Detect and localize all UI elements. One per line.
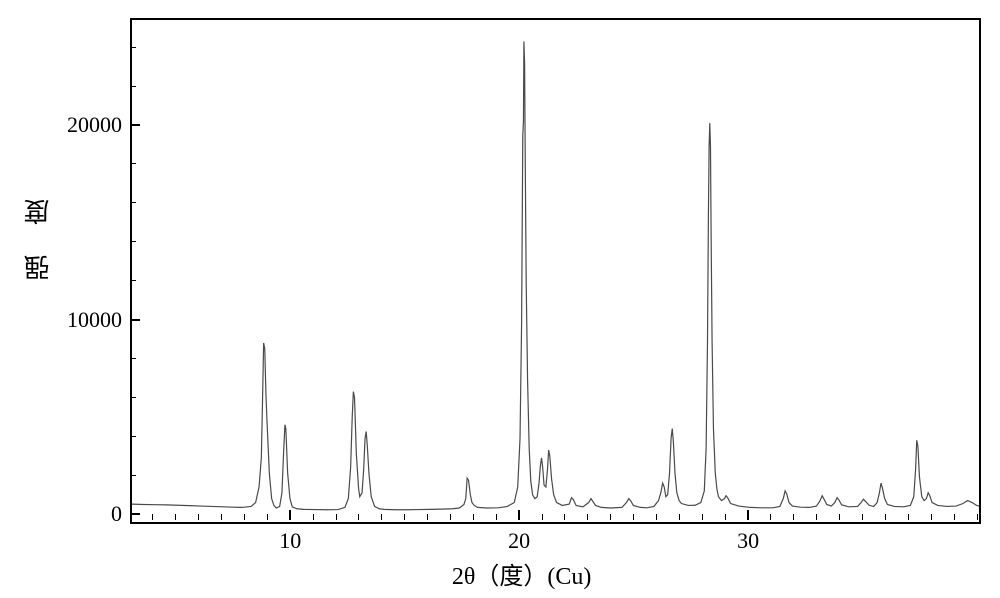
axis-tick	[130, 319, 140, 321]
axis-tick	[381, 514, 382, 520]
axis-tick	[313, 514, 314, 520]
axis-tick	[198, 514, 199, 520]
axis-tick	[244, 514, 245, 520]
spectrum-path	[132, 41, 979, 509]
tick-label: 0	[111, 501, 122, 527]
axis-tick	[130, 163, 136, 164]
axis-tick	[130, 358, 136, 359]
axis-tick	[587, 514, 588, 520]
axis-tick	[518, 510, 520, 520]
axis-tick	[130, 475, 136, 476]
axis-tick	[473, 514, 474, 520]
y-axis-label: 强度	[20, 169, 57, 281]
axis-tick	[542, 514, 543, 520]
axis-tick	[793, 514, 794, 520]
axis-tick	[450, 514, 451, 520]
axis-tick	[358, 514, 359, 520]
xrd-chart: 强度 2θ（度）(Cu) 10 20 30 0 10000 20000	[0, 0, 1000, 598]
axis-tick	[747, 510, 749, 520]
axis-tick	[610, 514, 611, 520]
axis-tick	[130, 202, 136, 203]
axis-tick	[839, 514, 840, 520]
axis-tick	[336, 514, 337, 520]
axis-tick	[931, 514, 932, 520]
axis-tick	[816, 514, 817, 520]
axis-tick	[564, 514, 565, 520]
axis-tick	[175, 514, 176, 520]
axis-tick	[954, 514, 955, 520]
tick-label: 10	[250, 528, 330, 554]
axis-tick	[427, 514, 428, 520]
axis-tick	[633, 514, 634, 520]
axis-tick	[152, 514, 153, 520]
tick-label: 20000	[67, 112, 122, 138]
tick-label: 10000	[67, 307, 122, 333]
axis-tick	[496, 514, 497, 520]
axis-tick	[977, 514, 978, 520]
tick-label: 20	[479, 528, 559, 554]
axis-tick	[770, 514, 771, 520]
axis-tick	[130, 397, 136, 398]
axis-tick	[130, 513, 140, 515]
axis-tick	[130, 436, 136, 437]
axis-tick	[130, 124, 140, 126]
axis-tick	[404, 514, 405, 520]
axis-tick	[702, 514, 703, 520]
axis-tick	[130, 241, 136, 242]
axis-tick	[725, 514, 726, 520]
tick-label: 30	[708, 528, 788, 554]
xrd-spectrum-line	[132, 20, 979, 522]
axis-tick	[221, 514, 222, 520]
axis-tick	[130, 280, 136, 281]
plot-area	[130, 18, 981, 524]
axis-tick	[885, 514, 886, 520]
axis-tick	[656, 514, 657, 520]
axis-tick	[130, 86, 136, 87]
axis-tick	[908, 514, 909, 520]
axis-tick	[267, 514, 268, 520]
axis-tick	[862, 514, 863, 520]
axis-tick	[679, 514, 680, 520]
axis-tick	[130, 47, 136, 48]
x-axis-label: 2θ（度）(Cu)	[452, 556, 592, 591]
axis-tick	[289, 510, 291, 520]
